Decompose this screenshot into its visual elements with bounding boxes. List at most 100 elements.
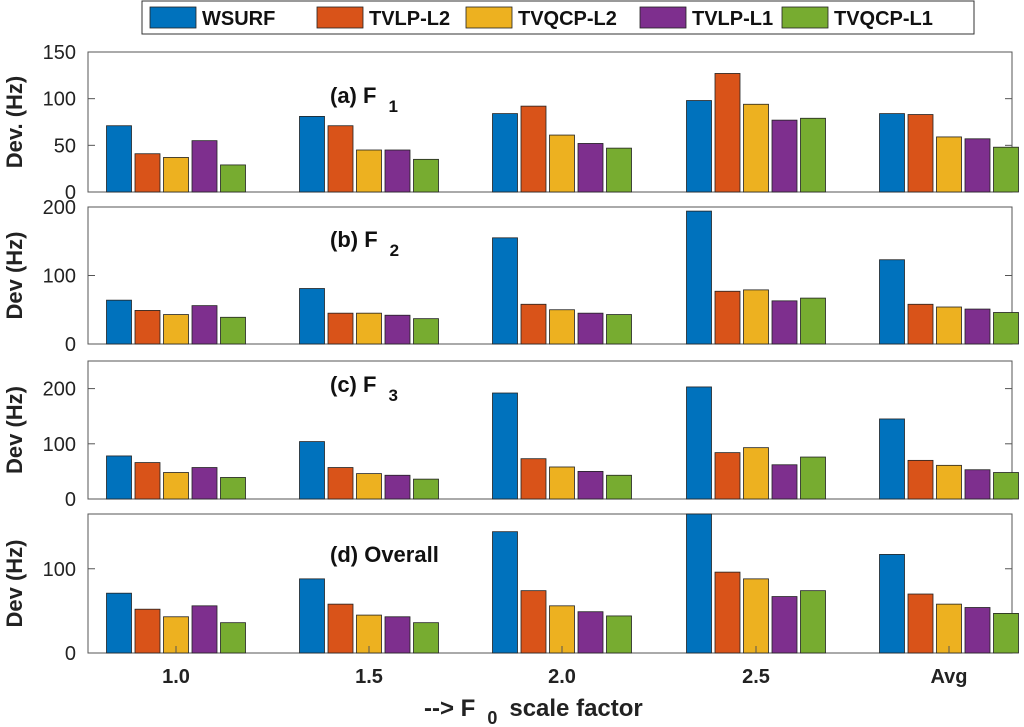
bar-tvqcp-l2-1.5 bbox=[356, 473, 382, 500]
bar-wsurf-2.0 bbox=[492, 392, 518, 500]
legend-label: TVQCP-L2 bbox=[518, 8, 617, 30]
bar-tvqcp-l2-1.0 bbox=[163, 472, 189, 500]
legend-swatch bbox=[639, 6, 687, 29]
bar-tvqcp-l2-2.0 bbox=[549, 605, 575, 654]
bar-wsurf-1.5 bbox=[299, 288, 325, 345]
bar-tvlp-l1-1.5 bbox=[384, 616, 411, 654]
bar-tvqcp-l2-avg bbox=[936, 306, 962, 345]
bar-tvlp-l2-avg bbox=[907, 593, 934, 654]
bar-wsurf-1.0 bbox=[106, 299, 132, 345]
bar-tvqcp-l2-1.0 bbox=[163, 157, 189, 193]
bar-tvlp-l1-avg bbox=[964, 607, 991, 654]
panel-2: 0 100 200 Dev (Hz) (b) F 2 bbox=[2, 197, 1019, 356]
bar-tvlp-l2-1.0 bbox=[134, 153, 161, 193]
bar-tvqcp-l2-1.0 bbox=[163, 314, 189, 345]
bar-tvlp-l2-2.0 bbox=[520, 303, 547, 345]
bar-tvlp-l1-1.0 bbox=[191, 467, 218, 500]
y-tick-label: 0 bbox=[65, 334, 76, 356]
bar-tvlp-l1-avg bbox=[964, 469, 991, 500]
bar-tvqcp-l1-1.5 bbox=[413, 478, 439, 500]
bar-tvlp-l2-1.0 bbox=[134, 462, 161, 500]
panel-title-text: (d) Overall bbox=[330, 542, 439, 567]
bar-tvqcp-l1-1.5 bbox=[413, 318, 439, 345]
bar-tvlp-l1-2.0 bbox=[577, 470, 604, 500]
bar-wsurf-avg bbox=[879, 113, 905, 193]
bar-tvqcp-l2-avg bbox=[936, 464, 962, 500]
bar-tvqcp-l1-avg bbox=[993, 613, 1019, 654]
bar-tvlp-l1-2.0 bbox=[577, 611, 604, 654]
bar-tvqcp-l2-2.5 bbox=[743, 578, 769, 654]
bar-tvlp-l2-1.0 bbox=[134, 310, 161, 345]
bar-wsurf-2.5 bbox=[686, 210, 712, 345]
bar-wsurf-1.5 bbox=[299, 441, 325, 500]
bar-wsurf-2.5 bbox=[686, 386, 712, 500]
bar-tvlp-l1-1.0 bbox=[191, 305, 218, 345]
bar-tvqcp-l1-avg bbox=[993, 472, 1019, 500]
bar-tvlp-l2-avg bbox=[907, 303, 934, 345]
panel-4: 0 100 Dev (Hz) (d) Overall bbox=[2, 513, 1019, 665]
panel-3: 0 100 200 Dev (Hz) (c) F 3 bbox=[2, 360, 1019, 511]
bar-tvlp-l1-avg bbox=[964, 138, 991, 193]
bar-tvqcp-l2-2.0 bbox=[549, 466, 575, 500]
bar-wsurf-2.0 bbox=[492, 113, 518, 193]
panel-1: 0 50 100 150 Dev. (Hz) (a) F 1 bbox=[2, 42, 1019, 204]
bar-tvqcp-l1-2.5 bbox=[800, 297, 826, 345]
bar-tvqcp-l1-2.0 bbox=[606, 615, 632, 654]
bar-wsurf-2.5 bbox=[686, 100, 712, 193]
bar-wsurf-1.0 bbox=[106, 592, 132, 654]
bar-tvqcp-l2-2.5 bbox=[743, 103, 769, 193]
legend-swatch bbox=[316, 6, 364, 29]
x-tick-label: 1.5 bbox=[355, 666, 383, 688]
bar-tvqcp-l1-1.0 bbox=[220, 622, 246, 654]
y-axis-label: Dev (Hz) bbox=[2, 231, 27, 319]
x-axis-label-rest: scale factor bbox=[509, 695, 642, 722]
bar-tvlp-l2-1.0 bbox=[134, 608, 161, 654]
y-tick-label: 50 bbox=[54, 135, 76, 157]
bar-tvlp-l1-2.5 bbox=[771, 464, 798, 500]
chart-legend: WSURF TVLP-L2 TVQCP-L2 TVLP-L1 TVQCP-L1 bbox=[141, 0, 975, 35]
bar-wsurf-avg bbox=[879, 259, 905, 345]
panel-title-subscript: 3 bbox=[388, 386, 397, 405]
bar-wsurf-avg bbox=[879, 418, 905, 500]
x-tick-label: 1.0 bbox=[162, 666, 190, 688]
bar-tvqcp-l1-avg bbox=[993, 146, 1019, 193]
bar-tvqcp-l1-2.5 bbox=[800, 117, 826, 193]
bar-tvlp-l2-2.0 bbox=[520, 105, 547, 193]
y-axis-label: Dev (Hz) bbox=[2, 386, 27, 474]
bar-tvlp-l1-2.5 bbox=[771, 596, 798, 654]
bar-tvqcp-l2-avg bbox=[936, 603, 962, 654]
panel-title-text: (a) F bbox=[330, 83, 376, 108]
bar-tvlp-l1-1.5 bbox=[384, 474, 411, 500]
panel-title: (a) F 1 bbox=[330, 83, 398, 116]
panel-title-subscript: 1 bbox=[388, 97, 397, 116]
y-tick-label: 100 bbox=[43, 559, 76, 581]
bar-wsurf-1.0 bbox=[106, 125, 132, 193]
bar-tvqcp-l1-2.5 bbox=[800, 590, 826, 654]
panel-title: (d) Overall bbox=[330, 542, 439, 567]
bar-tvlp-l1-2.0 bbox=[577, 143, 604, 193]
bar-wsurf-avg bbox=[879, 554, 905, 654]
bar-tvqcp-l1-2.5 bbox=[800, 456, 826, 500]
bar-tvlp-l2-avg bbox=[907, 459, 934, 500]
y-tick-label: 100 bbox=[43, 434, 76, 456]
bar-tvqcp-l1-1.0 bbox=[220, 316, 246, 345]
bar-tvqcp-l2-2.0 bbox=[549, 309, 575, 345]
bar-tvqcp-l2-1.5 bbox=[356, 312, 382, 345]
y-tick-label: 0 bbox=[65, 182, 76, 204]
x-tick-label: Avg bbox=[930, 666, 967, 688]
bar-tvqcp-l1-1.0 bbox=[220, 164, 246, 193]
y-tick-label: 200 bbox=[43, 197, 76, 219]
bar-tvqcp-l2-1.5 bbox=[356, 149, 382, 193]
bar-tvlp-l2-avg bbox=[907, 114, 934, 193]
bar-tvqcp-l2-2.5 bbox=[743, 447, 769, 500]
legend-swatch bbox=[781, 6, 829, 29]
bar-tvlp-l2-2.5 bbox=[714, 73, 741, 193]
x-tick-label: 2.0 bbox=[548, 666, 576, 688]
bar-tvqcp-l1-1.5 bbox=[413, 158, 439, 193]
bar-tvlp-l1-1.0 bbox=[191, 140, 218, 193]
y-axis-label: Dev (Hz) bbox=[2, 539, 27, 627]
x-axis-label-subscript: 0 bbox=[487, 708, 497, 727]
bar-tvqcp-l2-avg bbox=[936, 136, 962, 193]
bar-tvqcp-l1-1.5 bbox=[413, 622, 439, 654]
